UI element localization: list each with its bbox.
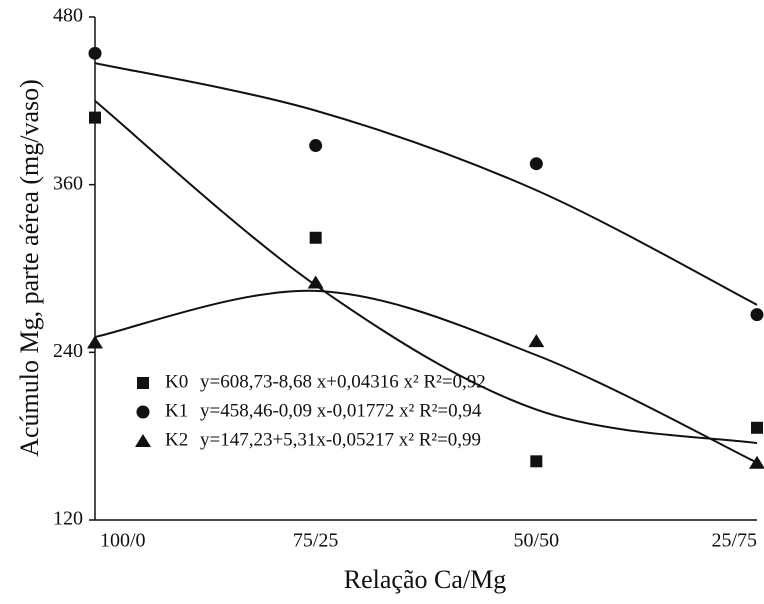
- point: [88, 46, 102, 60]
- point: [750, 308, 764, 322]
- point: [87, 335, 103, 349]
- legend-name: K2: [165, 429, 188, 450]
- point: [749, 455, 764, 469]
- legend-equation: y=458,46-0,09 x-0,01772 x² R²=0,94: [200, 400, 482, 421]
- point: [309, 231, 322, 244]
- x-tick-label: 75/25: [293, 530, 339, 552]
- point: [530, 455, 543, 468]
- y-tick-label: 240: [53, 340, 83, 362]
- fit-curve: [94, 289, 758, 464]
- legend-marker: [135, 434, 151, 447]
- x-axis-title: Relação Ca/Mg: [344, 565, 506, 594]
- x-tick-label: 25/75: [711, 530, 757, 552]
- legend-marker: [137, 377, 149, 389]
- point: [529, 157, 543, 171]
- legend-name: K0: [165, 371, 188, 392]
- legend-name: K1: [165, 400, 188, 421]
- point: [307, 275, 324, 289]
- legend-equation: y=147,23+5,31x-0,05217 x² R²=0,99: [200, 429, 481, 450]
- legend-equation: y=608,73-8,68 x+0,04316 x² R²=0,92: [200, 371, 486, 392]
- point: [309, 139, 323, 153]
- point: [751, 421, 763, 434]
- x-tick-label: 100/0: [100, 530, 146, 552]
- legend-marker: [136, 405, 150, 419]
- y-tick-label: 360: [53, 172, 83, 194]
- y-axis-title: Acúmulo Mg, parte aérea (mg/vaso): [15, 79, 44, 457]
- point: [528, 334, 545, 348]
- point: [89, 111, 101, 124]
- y-tick-label: 480: [53, 5, 83, 27]
- fit-curve: [94, 62, 758, 306]
- x-tick-label: 50/50: [514, 530, 560, 552]
- fit-curve: [94, 100, 758, 445]
- y-tick-label: 120: [53, 508, 83, 530]
